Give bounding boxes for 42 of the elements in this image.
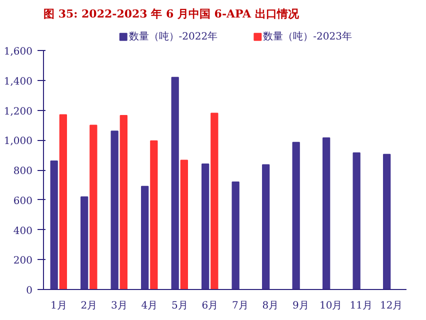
legend-label: 数量（吨）-2022年 (128, 30, 218, 42)
x-tick-label: 10月 (320, 300, 342, 312)
bar (110, 130, 118, 290)
x-tick-label: 9月 (292, 300, 309, 312)
x-tick-label: 1月 (50, 300, 67, 312)
bar (90, 124, 98, 290)
x-tick-label: 12月 (380, 300, 403, 312)
bar (232, 181, 240, 290)
bar (180, 160, 188, 290)
x-tick-label: 2月 (80, 300, 98, 312)
y-tick-label: 1,600 (4, 46, 33, 58)
y-tick-label: 1,200 (4, 106, 33, 118)
bar (383, 154, 391, 290)
bar (50, 160, 58, 290)
y-tick-label: 0 (26, 286, 33, 296)
y-tick-label: 1,000 (4, 136, 33, 148)
bar (80, 196, 88, 290)
y-tick-label: 600 (13, 196, 33, 207)
bar (141, 186, 149, 290)
x-tick-label: 3月 (110, 300, 128, 312)
bar (322, 137, 330, 290)
legend-label: 数量（吨）-2023年 (263, 30, 352, 42)
bar (59, 114, 67, 290)
bar (171, 76, 179, 290)
bar (120, 114, 128, 290)
x-tick-label: 6月 (202, 300, 218, 312)
x-tick-label: 11月 (350, 300, 372, 312)
y-tick-label: 200 (13, 256, 33, 267)
y-tick-label: 800 (13, 166, 33, 177)
x-tick-label: 7月 (232, 300, 248, 312)
bar (352, 152, 360, 290)
bar (150, 140, 158, 290)
bar (262, 164, 270, 290)
chart-title: 图 35: 2022-2023 年 6 月中国 6-APA 出口情况 (44, 8, 300, 20)
bar (202, 164, 210, 290)
x-tick-label: 4月 (141, 300, 158, 312)
y-tick-label: 1,400 (4, 76, 33, 88)
x-tick-label: 5月 (171, 300, 188, 312)
x-tick-label: 8月 (262, 300, 279, 312)
bar (210, 112, 218, 290)
bar (292, 142, 300, 290)
y-tick-label: 400 (13, 226, 33, 237)
